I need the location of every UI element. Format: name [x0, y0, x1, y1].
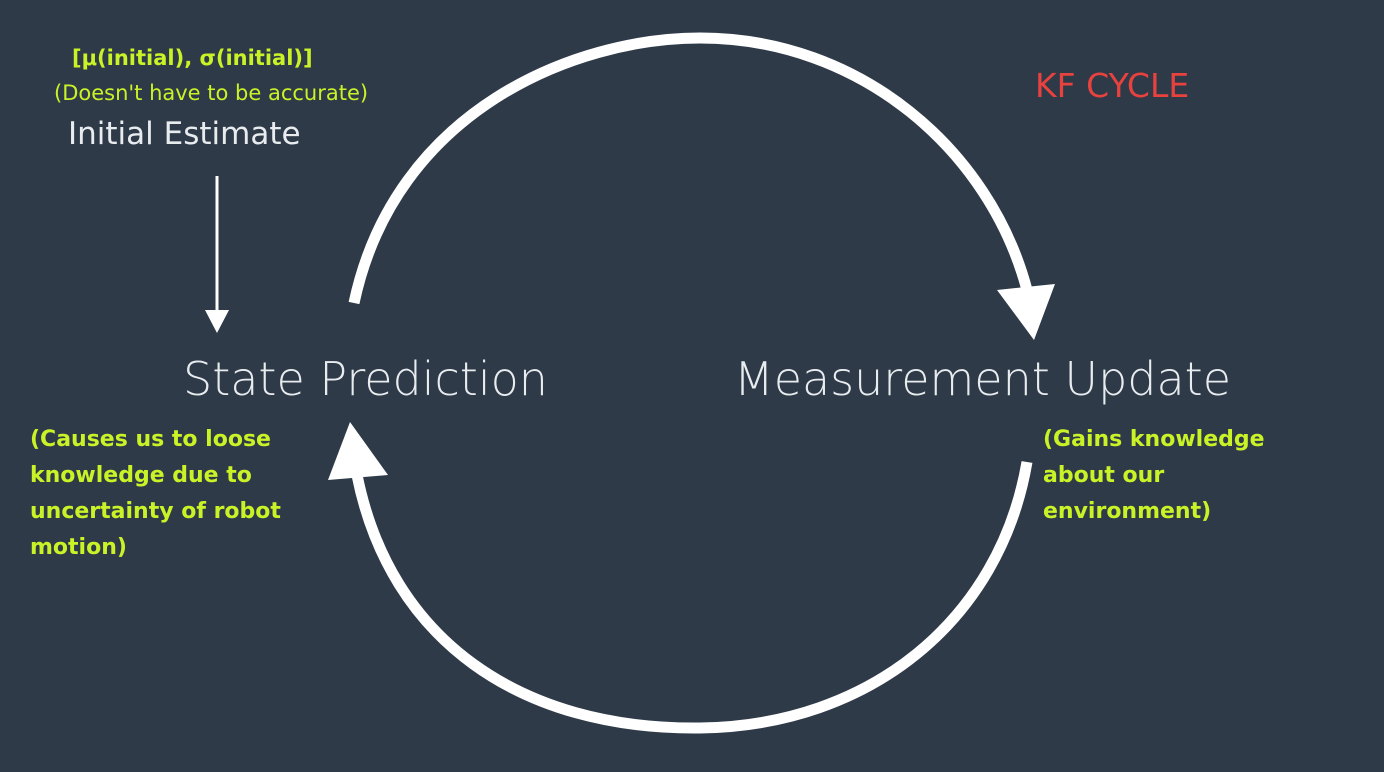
state-prediction-label: State Prediction [183, 352, 548, 406]
measurement-update-note: (Gains knowledge about our environment) [1043, 422, 1343, 530]
measurement-update-note-line: (Gains knowledge [1043, 427, 1265, 452]
measurement-update-note-line: environment) [1043, 499, 1212, 524]
state-prediction-note-line: knowledge due to [30, 463, 252, 488]
top-arrowhead-icon [997, 284, 1055, 340]
measurement-update-note-line: about our [1043, 463, 1165, 488]
bottom-cycle-arc [351, 461, 1033, 734]
initial-estimate-values: [μ(initial), σ(initial)] [72, 46, 313, 70]
kf-cycle-title: KF CYCLE [1035, 66, 1190, 105]
top-cycle-arc [348, 32, 1033, 305]
initial-estimate-arrowhead-icon [205, 310, 229, 333]
state-prediction-note: (Causes us to loose knowledge due to unc… [30, 422, 330, 566]
state-prediction-note-line: uncertainty of robot [30, 499, 281, 524]
bottom-arrowhead-icon [328, 422, 388, 480]
measurement-update-label: Measurement Update [734, 352, 1232, 406]
initial-estimate-note: (Doesn't have to be accurate) [54, 81, 369, 105]
state-prediction-note-line: motion) [30, 535, 127, 560]
state-prediction-note-line: (Causes us to loose [30, 427, 271, 452]
initial-estimate-label: Initial Estimate [68, 116, 301, 152]
